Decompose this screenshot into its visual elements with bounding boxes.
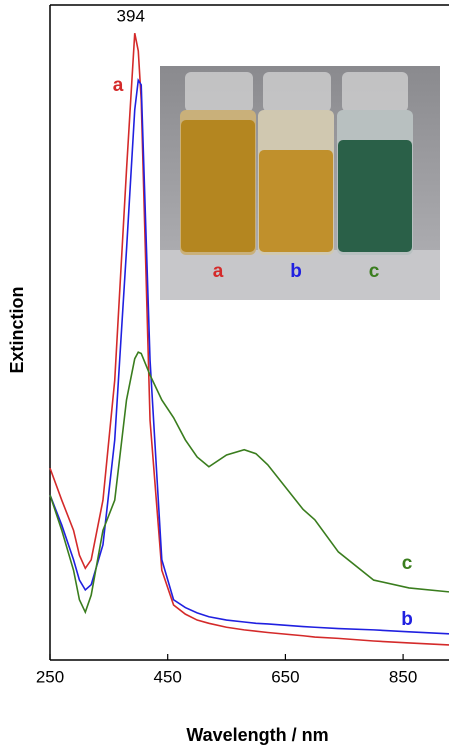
x-tick-label: 250 (36, 667, 64, 686)
inset-label: b (290, 261, 302, 282)
curve-label: c (402, 553, 413, 574)
inset-label: a (213, 261, 224, 282)
peak-annotation: 394 (117, 6, 145, 25)
curve-label: b (401, 609, 413, 630)
x-tick-label: 450 (154, 667, 182, 686)
curve-label: a (113, 75, 124, 96)
x-tick-label: 850 (389, 667, 417, 686)
x-tick-label: 650 (271, 667, 299, 686)
series-line (49, 33, 449, 646)
inset-photo (160, 66, 440, 300)
x-axis-label: Wavelength / nm (186, 725, 328, 745)
y-axis-label: Extinction (7, 286, 27, 373)
inset-label: c (369, 261, 380, 282)
series-line (49, 351, 449, 615)
series-line (49, 78, 449, 635)
